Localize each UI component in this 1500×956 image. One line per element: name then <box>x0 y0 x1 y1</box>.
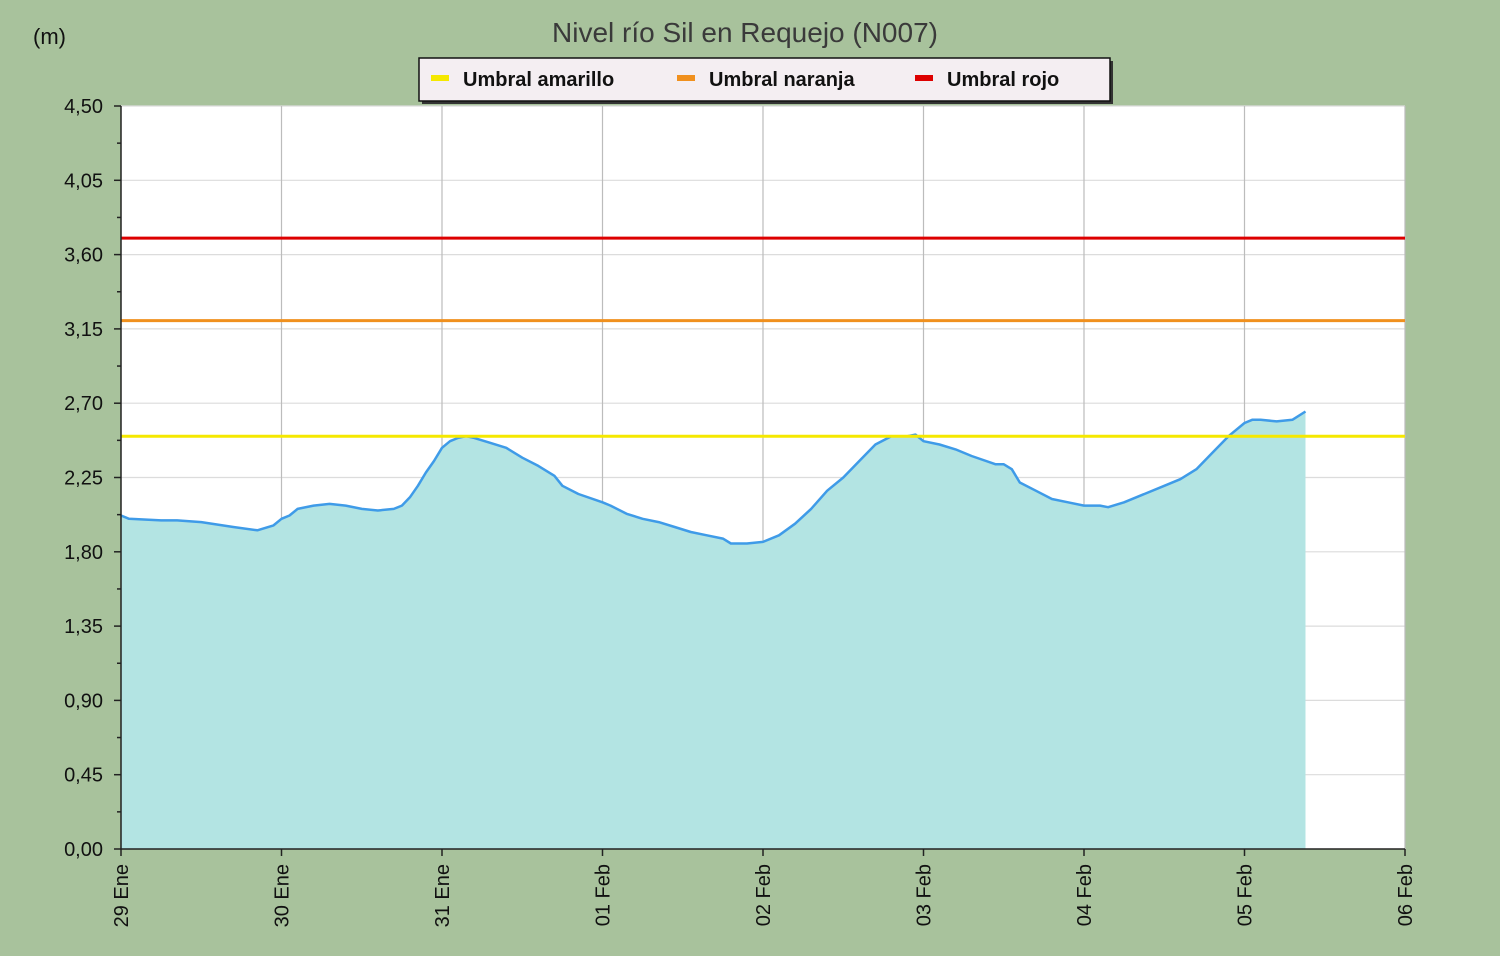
legend-swatch <box>915 75 933 81</box>
y-tick-label: 2,25 <box>64 468 103 490</box>
legend-entry-label: Umbral naranja <box>709 69 855 91</box>
y-tick-label: 0,45 <box>64 765 103 787</box>
x-tick-label: 29 Ene <box>111 864 133 927</box>
x-tick-label: 01 Feb <box>593 864 615 926</box>
legend: Umbral amarillo Umbral naranja Umbral rojo <box>418 57 1113 104</box>
y-tick-label: 4,05 <box>64 170 103 192</box>
y-tick-label: 3,60 <box>64 245 103 267</box>
x-tick-label: 31 Ene <box>432 864 454 927</box>
series-area <box>121 411 1306 849</box>
x-tick-label: 02 Feb <box>753 864 775 926</box>
chart-title: Nivel río Sil en Requejo (N007) <box>552 17 938 48</box>
y-tick-label: 0,90 <box>64 690 103 712</box>
y-tick-label: 0,00 <box>64 839 103 861</box>
x-tick-label: 04 Feb <box>1074 864 1096 926</box>
plot-area: 0,00 0,45 0,90 1,35 1,80 2,25 2,70 3,15 3,60 4,05… <box>64 96 1417 927</box>
legend-swatch <box>677 75 695 81</box>
legend-entry-label: Umbral amarillo <box>463 69 614 91</box>
legend-entry-label: Umbral rojo <box>947 69 1059 91</box>
x-tick-label: 05 Feb <box>1235 864 1257 926</box>
y-tick-label: 1,35 <box>64 616 103 638</box>
y-axis-unit-label: (m) <box>33 24 66 49</box>
x-tick-label: 06 Feb <box>1395 864 1417 926</box>
legend-swatch <box>431 75 449 81</box>
y-tick-label: 2,70 <box>64 393 103 415</box>
y-tick-label: 4,50 <box>64 96 103 118</box>
x-tick-label: 03 Feb <box>914 864 936 926</box>
y-tick-label: 1,80 <box>64 542 103 564</box>
x-tick-label: 30 Ene <box>272 864 294 927</box>
legend-box <box>418 57 1111 102</box>
y-tick-label: 3,15 <box>64 319 103 341</box>
series-line <box>120 410 1307 545</box>
